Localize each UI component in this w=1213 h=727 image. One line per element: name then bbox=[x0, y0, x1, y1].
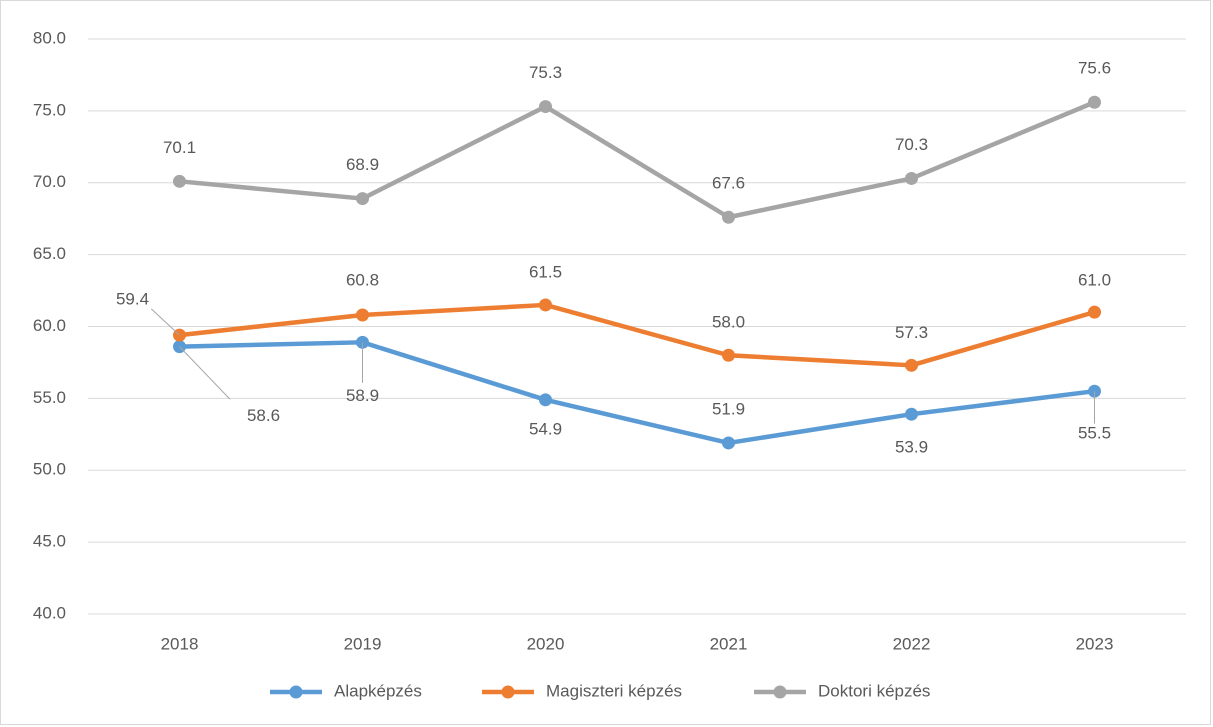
series-line bbox=[179, 340, 1095, 446]
leader-line bbox=[150, 308, 180, 336]
point bbox=[722, 436, 735, 450]
data-label: 67.6 bbox=[712, 174, 745, 193]
data-label: 54.9 bbox=[529, 419, 562, 438]
legend-label: Magiszteri képzés bbox=[546, 681, 682, 700]
point bbox=[1088, 305, 1101, 319]
y-tick-label: 55.0 bbox=[33, 388, 66, 407]
y-tick-label: 70.0 bbox=[33, 172, 66, 191]
point bbox=[1088, 95, 1101, 109]
x-tick-label: 2019 bbox=[344, 634, 382, 653]
x-tick-label: 2023 bbox=[1076, 634, 1114, 653]
data-label: 61.5 bbox=[529, 262, 562, 281]
legend-label: Alapképzés bbox=[334, 681, 422, 700]
data-label: 60.8 bbox=[346, 270, 379, 289]
y-tick-label: 60.0 bbox=[33, 316, 66, 335]
point bbox=[905, 407, 918, 421]
point bbox=[722, 348, 735, 362]
point bbox=[905, 358, 918, 372]
point bbox=[905, 171, 918, 185]
series-line bbox=[179, 302, 1096, 368]
point bbox=[356, 308, 369, 322]
y-tick-label: 45.0 bbox=[33, 532, 66, 551]
x-tick-label: 2021 bbox=[710, 634, 748, 653]
point bbox=[722, 210, 735, 224]
point bbox=[356, 192, 369, 206]
data-label: 55.5 bbox=[1078, 424, 1111, 443]
data-label: 70.1 bbox=[163, 138, 196, 157]
data-label: 53.9 bbox=[895, 438, 928, 457]
data-label: 57.3 bbox=[895, 323, 928, 342]
point bbox=[173, 174, 186, 188]
point bbox=[539, 393, 552, 407]
point bbox=[539, 298, 552, 312]
y-tick-label: 80.0 bbox=[33, 28, 66, 47]
data-label: 59.4 bbox=[116, 290, 149, 309]
data-label: 58.6 bbox=[247, 406, 280, 425]
legend-marker bbox=[773, 685, 787, 699]
data-label: 70.3 bbox=[895, 135, 928, 154]
data-label: 58.9 bbox=[346, 386, 379, 405]
point bbox=[539, 100, 552, 114]
x-tick-label: 2020 bbox=[527, 634, 565, 653]
legend-marker bbox=[501, 685, 515, 699]
data-label: 51.9 bbox=[712, 399, 745, 418]
y-tick-label: 75.0 bbox=[33, 100, 66, 119]
leader-line bbox=[179, 346, 231, 400]
y-tick-label: 50.0 bbox=[33, 460, 66, 479]
data-label: 61.0 bbox=[1078, 271, 1111, 290]
data-label: 75.3 bbox=[529, 63, 562, 82]
data-label: 75.6 bbox=[1078, 59, 1111, 78]
legend-label: Doktori képzés bbox=[818, 681, 930, 700]
legend-marker bbox=[289, 685, 303, 699]
y-tick-label: 65.0 bbox=[33, 244, 66, 263]
x-tick-label: 2018 bbox=[161, 634, 199, 653]
y-tick-label: 40.0 bbox=[33, 603, 66, 622]
series-line bbox=[179, 100, 1096, 220]
data-label: 58.0 bbox=[712, 313, 745, 332]
data-label: 68.9 bbox=[346, 155, 379, 174]
x-tick-label: 2022 bbox=[893, 634, 931, 653]
